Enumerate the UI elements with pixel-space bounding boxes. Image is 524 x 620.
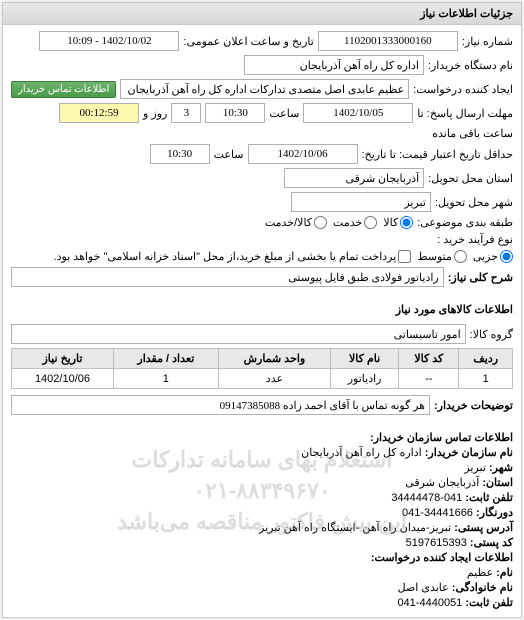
table-header-row: ردیف کد کالا نام کالا واحد شمارش تعداد /…: [12, 349, 513, 369]
proc-note-check[interactable]: [398, 250, 411, 263]
th-1: کد کالا: [399, 349, 459, 369]
td-5: 1402/10/06: [12, 369, 114, 389]
number-label: شماره نیاز:: [462, 35, 513, 48]
proc-medium-radio[interactable]: [454, 250, 467, 263]
group-input[interactable]: [11, 324, 466, 344]
goods-table: ردیف کد کالا نام کالا واحد شمارش تعداد /…: [11, 348, 513, 389]
org-label: نام سازمان خریدار:: [425, 447, 513, 459]
buyer-note-label: توضیحات خریدار:: [434, 399, 513, 412]
req-header: اطلاعات ایجاد کننده درخواست:: [11, 551, 513, 564]
buyer-input[interactable]: [244, 55, 424, 75]
org-value: اداره کل راه آهن آذربایجان: [301, 447, 422, 459]
contact-info-button[interactable]: اطلاعات تماس خریدار: [11, 81, 116, 98]
proc-note-label: پرداخت تمام یا بخشی از مبلغ خرید،از محل …: [54, 250, 397, 263]
category-label: طبقه بندی موضوعی:: [417, 216, 513, 229]
cat-goods-label: کالا: [383, 216, 398, 229]
th-2: نام کالا: [331, 349, 399, 369]
phone-label: تلفن ثابت:: [465, 492, 513, 504]
goods-section-title: اطلاعات کالاهای مورد نیاز: [3, 297, 521, 318]
name-label: نام:: [496, 567, 513, 579]
proc-small-radio[interactable]: [500, 250, 513, 263]
fax-label: دورنگار:: [476, 507, 513, 519]
td-4: 1: [113, 369, 218, 389]
day-label: روز و: [143, 107, 167, 120]
c-province-value: آذربایجان شرقی: [405, 477, 479, 489]
province-label: استان محل تحویل:: [428, 172, 513, 185]
deadline-date-input[interactable]: [303, 103, 413, 123]
contact-block: استعلام بهای سامانه تدارکات ۰۲۱-۸۸۳۴۹۶۷۰…: [3, 425, 521, 617]
remain-label: ساعت باقی مانده: [432, 127, 513, 140]
address-value: تبریز-میدان راه آهن -ایستگاه راه آهن تبر…: [259, 522, 451, 534]
th-0: ردیف: [459, 349, 513, 369]
province-input[interactable]: [284, 168, 424, 188]
proc-medium-label: متوسط: [417, 250, 452, 263]
tel-value: 4440051-041: [397, 597, 462, 609]
details-panel: جزئیات اطلاعات نیاز شماره نیاز: تاریخ و …: [2, 2, 522, 618]
buyer-note-input[interactable]: [11, 395, 430, 415]
cat-both-label: کالا/خدمت: [265, 216, 312, 229]
postal-label: کد پستی:: [470, 537, 513, 549]
time-label-1: ساعت: [269, 107, 299, 120]
validity-date-input[interactable]: [248, 144, 358, 164]
cat-service-label: خدمت: [333, 216, 362, 229]
fax-value: 34441666-041: [402, 507, 473, 519]
number-input[interactable]: [318, 31, 458, 51]
remain-input: [59, 103, 139, 123]
proc-small-label: جزیی: [473, 250, 498, 263]
city-input[interactable]: [291, 192, 431, 212]
announce-input[interactable]: [39, 31, 179, 51]
requester-input[interactable]: [120, 79, 409, 99]
td-3: عدد: [218, 369, 330, 389]
family-value: عابدی اصل: [398, 582, 449, 594]
announce-label: تاریخ و ساعت اعلان عمومی:: [183, 35, 313, 48]
deadline-label: مهلت ارسال پاسخ: تا: [417, 107, 513, 120]
process-radios: جزیی متوسط پرداخت تمام یا بخشی از مبلغ خ…: [54, 250, 513, 263]
td-1: --: [399, 369, 459, 389]
table-row[interactable]: 1 -- رادیاتور عدد 1 1402/10/06: [12, 369, 513, 389]
name-value: عظیم: [467, 567, 493, 579]
tel-label: تلفن ثابت:: [465, 597, 513, 609]
cat-goods-radio[interactable]: [400, 216, 413, 229]
process-label: نوع فرآیند خرید :: [437, 233, 513, 246]
validity-label: حداقل تاریخ اعتبار قیمت: تا تاریخ:: [362, 148, 513, 161]
validity-time-input[interactable]: [150, 144, 210, 164]
td-0: 1: [459, 369, 513, 389]
phone-value: 041-34444478: [391, 492, 462, 504]
cat-service-radio[interactable]: [364, 216, 377, 229]
category-radios: کالا خدمت کالا/خدمت: [265, 216, 413, 229]
family-label: نام خانوادگی:: [452, 582, 513, 594]
buyer-label: نام دستگاه خریدار:: [428, 59, 513, 72]
desc-input[interactable]: [11, 267, 444, 287]
c-province-label: استان:: [482, 477, 513, 489]
c-city-label: شهر:: [489, 462, 513, 474]
desc-label: شرح کلی نیاز:: [448, 271, 513, 284]
city-label: شهر محل تحویل:: [435, 196, 513, 209]
td-2: رادیاتور: [331, 369, 399, 389]
days-input[interactable]: [171, 103, 201, 123]
panel-title: جزئیات اطلاعات نیاز: [3, 3, 521, 25]
c-city-value: تبریز: [464, 462, 486, 474]
th-5: تاریخ نیاز: [12, 349, 114, 369]
th-4: تعداد / مقدار: [113, 349, 218, 369]
group-label: گروه کالا:: [470, 328, 513, 341]
deadline-time-input[interactable]: [205, 103, 265, 123]
postal-value: 5197615393: [406, 537, 467, 549]
address-label: آدرس پستی:: [454, 522, 513, 534]
form-body: شماره نیاز: تاریخ و ساعت اعلان عمومی: نا…: [3, 25, 521, 297]
cat-both-radio[interactable]: [314, 216, 327, 229]
time-label-2: ساعت: [214, 148, 244, 161]
th-3: واحد شمارش: [218, 349, 330, 369]
contact-header: اطلاعات تماس سازمان خریدار:: [11, 431, 513, 444]
requester-label: ایجاد کننده درخواست:: [413, 83, 513, 96]
